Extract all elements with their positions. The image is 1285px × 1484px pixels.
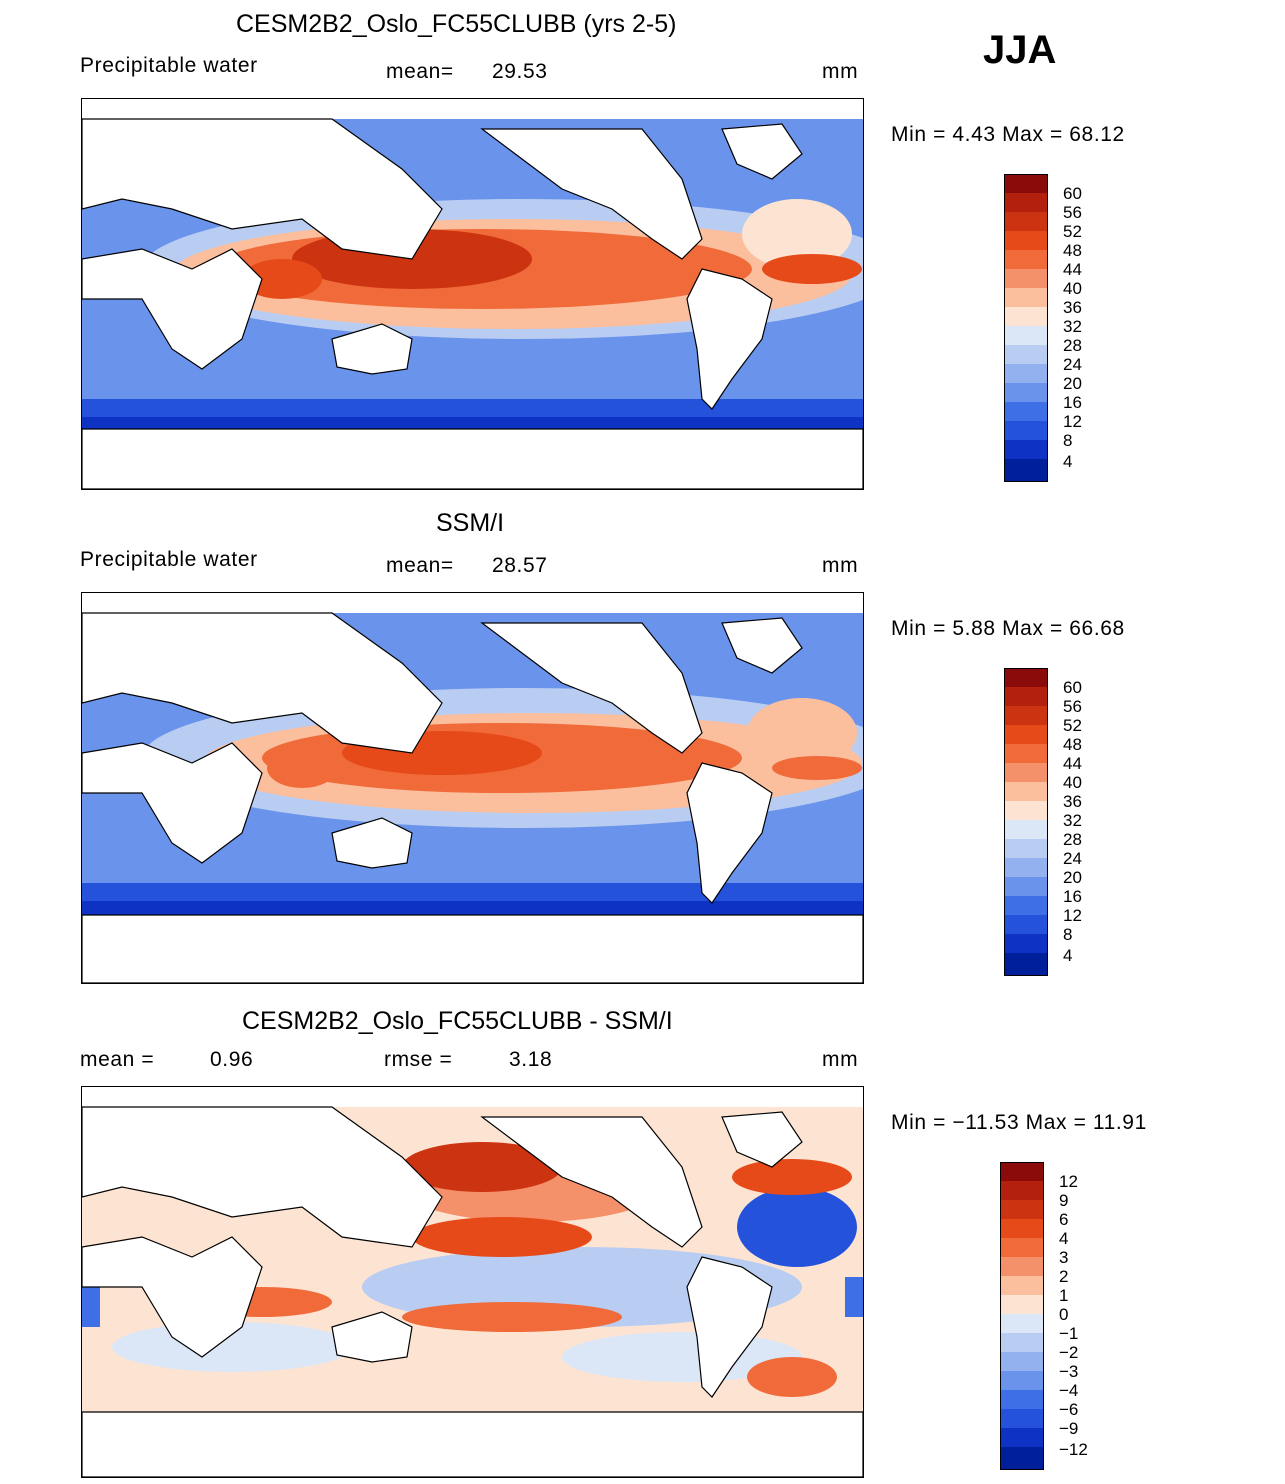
colorbar-tick: 3 — [1059, 1248, 1069, 1267]
colorbar-tick: 0 — [1059, 1305, 1069, 1324]
colorbar-tick: 8 — [1063, 431, 1073, 450]
colorbar-tick: 4 — [1063, 452, 1073, 471]
colorbar-tick: −9 — [1059, 1419, 1079, 1438]
colorbar-tick: 32 — [1063, 811, 1082, 830]
colorbar-tick: −12 — [1059, 1440, 1088, 1459]
diff-mean-label: mean = — [80, 1048, 155, 1071]
min-max-model: Min = 4.43 Max = 68.12 — [891, 123, 1125, 146]
colorbar-tick: 20 — [1063, 868, 1082, 887]
colorbar-tick: 32 — [1063, 317, 1082, 336]
colorbar-tick: 4 — [1059, 1229, 1069, 1248]
colorbar-tick: 2 — [1059, 1267, 1069, 1286]
mean-value-model: 29.53 — [492, 60, 548, 83]
colorbar-tick: 28 — [1063, 336, 1082, 355]
colorbar-tick: 6 — [1059, 1210, 1069, 1229]
colorbar-tick: 1 — [1059, 1286, 1069, 1305]
mean-label-model: mean= — [386, 60, 454, 83]
colorbar-tick: 40 — [1063, 279, 1082, 298]
colorbar-tick: −4 — [1059, 1381, 1079, 1400]
colorbar-tick: 9 — [1059, 1191, 1069, 1210]
colorbar-tick: 12 — [1063, 906, 1082, 925]
colorbar-tick: 8 — [1063, 925, 1073, 944]
diff-mean-value: 0.96 — [210, 1048, 254, 1071]
min-max-diff: Min = −11.53 Max = 11.91 — [891, 1111, 1147, 1134]
colorbar-tick: 12 — [1063, 412, 1082, 431]
colorbar-tick: 56 — [1063, 203, 1082, 222]
mean-label-obs: mean= — [386, 554, 454, 577]
colorbar-tick: 16 — [1063, 393, 1082, 412]
colorbar-tick: 48 — [1063, 241, 1082, 260]
colorbar-tick: 44 — [1063, 754, 1082, 773]
map-obs — [81, 592, 864, 984]
colorbar-tick: 52 — [1063, 222, 1082, 241]
variable-label-obs: Precipitable water — [80, 548, 258, 571]
colorbar-tick: 16 — [1063, 887, 1082, 906]
colorbar-tick: 4 — [1063, 946, 1073, 965]
colorbar-tick: 20 — [1063, 374, 1082, 393]
colorbar-tick: 36 — [1063, 298, 1082, 317]
units-label-model: mm — [822, 60, 859, 83]
season-label: JJA — [983, 28, 1057, 72]
panel-title-model: CESM2B2_Oslo_FC55CLUBB (yrs 2-5) — [236, 10, 677, 38]
mean-value-obs: 28.57 — [492, 554, 548, 577]
panel-title-diff: CESM2B2_Oslo_FC55CLUBB - SSM/I — [242, 1007, 673, 1035]
colorbar-tick: 12 — [1059, 1172, 1078, 1191]
rmse-label: rmse = — [384, 1048, 453, 1071]
colorbar-tick: −3 — [1059, 1362, 1079, 1381]
colorbar-tick: −1 — [1059, 1324, 1079, 1343]
colorbar-tick: 24 — [1063, 849, 1082, 868]
colorbar-tick: 24 — [1063, 355, 1082, 374]
map-model — [81, 98, 864, 490]
colorbar-tick: 60 — [1063, 184, 1082, 203]
colorbar-tick: 40 — [1063, 773, 1082, 792]
colorbar-tick: 28 — [1063, 830, 1082, 849]
panel-title-obs: SSM/I — [436, 509, 505, 537]
units-label-diff: mm — [822, 1048, 859, 1071]
colorbar-tick: 60 — [1063, 678, 1082, 697]
colorbar-tick: 44 — [1063, 260, 1082, 279]
colorbar-tick: −6 — [1059, 1400, 1079, 1419]
variable-label-model: Precipitable water — [80, 54, 258, 77]
map-diff — [81, 1086, 864, 1478]
colorbar-tick: −2 — [1059, 1343, 1079, 1362]
min-max-obs: Min = 5.88 Max = 66.68 — [891, 617, 1125, 640]
rmse-value: 3.18 — [509, 1048, 553, 1071]
colorbar-tick: 52 — [1063, 716, 1082, 735]
units-label-obs: mm — [822, 554, 859, 577]
colorbar-tick: 36 — [1063, 792, 1082, 811]
colorbar-tick: 48 — [1063, 735, 1082, 754]
colorbar-tick: 56 — [1063, 697, 1082, 716]
